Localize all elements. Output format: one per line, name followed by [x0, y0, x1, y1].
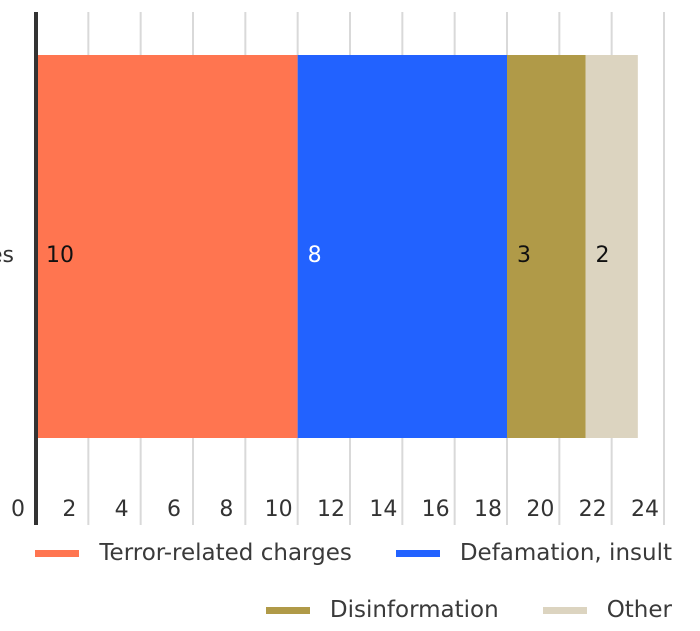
data-label-1: 8 [308, 243, 322, 268]
x-tick-label-10: 10 [265, 497, 293, 522]
x-tick-label-0: 0 [11, 497, 25, 522]
legend-swatch-defamation [395, 549, 440, 557]
legend-swatch-disinformation [265, 606, 310, 614]
x-tick-label-2: 2 [62, 497, 76, 522]
bar-segment-3 [585, 55, 638, 438]
x-tick-label-8: 8 [219, 497, 233, 522]
legend-item-other[interactable]: Other [542, 597, 672, 623]
x-tick-label-4: 4 [115, 497, 129, 522]
data-label-2: 3 [517, 243, 531, 268]
legend-item-defamation[interactable]: Defamation, insult [395, 540, 672, 566]
legend-label-defamation: Defamation, insult [459, 540, 672, 566]
x-tick-label-14: 14 [369, 497, 397, 522]
category-label: es [0, 243, 14, 268]
legend-swatch-terror [35, 549, 80, 557]
legend-label-terror: Terror-related charges [99, 540, 352, 566]
legend-label-other: Other [606, 597, 672, 623]
x-tick-label-20: 20 [526, 497, 554, 522]
legend-label-disinformation: Disinformation [329, 597, 499, 623]
x-tick-label-22: 22 [579, 497, 607, 522]
x-tick-label-24: 24 [631, 497, 659, 522]
x-tick-label-12: 12 [317, 497, 345, 522]
legend-item-terror[interactable]: Terror-related charges [35, 540, 352, 566]
bar-segment-2 [507, 55, 586, 438]
legend-swatch-other [542, 606, 587, 614]
legend-row-1: Terror-related charges Defamation, insul… [35, 540, 672, 566]
x-tick-label-16: 16 [422, 497, 450, 522]
legend-row-2: Disinformation Other [265, 597, 672, 623]
bar-segment-1 [297, 55, 507, 438]
bar-segment-0 [36, 55, 298, 438]
x-tick-label-18: 18 [474, 497, 502, 522]
x-tick-label-6: 6 [167, 497, 181, 522]
data-label-3: 2 [596, 243, 610, 268]
data-label-0: 10 [46, 243, 74, 268]
legend-item-disinformation[interactable]: Disinformation [265, 597, 499, 623]
